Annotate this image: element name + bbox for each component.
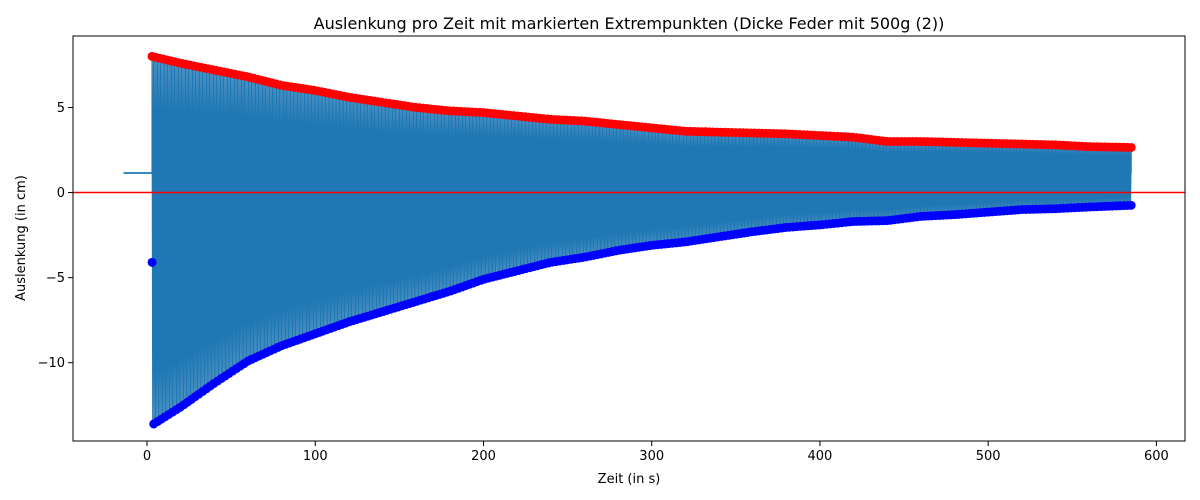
x-tick-label: 400 [808, 449, 833, 464]
plot-frame [72, 35, 1186, 442]
x-tick-label: 100 [303, 449, 328, 464]
plot-content [73, 51, 1185, 429]
x-axis: 0 100 200 300 400 500 600 [143, 441, 1169, 464]
y-tick-label: −5 [46, 271, 65, 286]
y-tick-label: −10 [38, 356, 65, 371]
x-tick-label: 0 [143, 449, 151, 464]
maximum-point [1126, 142, 1136, 152]
minimum-outlier-point [147, 257, 157, 267]
y-tick-label: 5 [57, 101, 65, 116]
x-tick-label: 600 [1144, 449, 1169, 464]
x-tick-label: 200 [471, 449, 496, 464]
x-tick-label: 300 [639, 449, 664, 464]
x-tick-label: 500 [976, 449, 1001, 464]
x-axis-label: Zeit (in s) [598, 472, 661, 487]
y-tick-label: 0 [57, 186, 65, 201]
chart-title: Auslenkung pro Zeit mit markierten Extre… [314, 14, 945, 33]
y-axis: −10 −5 0 5 [38, 101, 73, 371]
plot-area [73, 51, 1185, 429]
minimum-point [1126, 200, 1136, 210]
y-axis-label: Auslenkung (in cm) [14, 175, 29, 301]
